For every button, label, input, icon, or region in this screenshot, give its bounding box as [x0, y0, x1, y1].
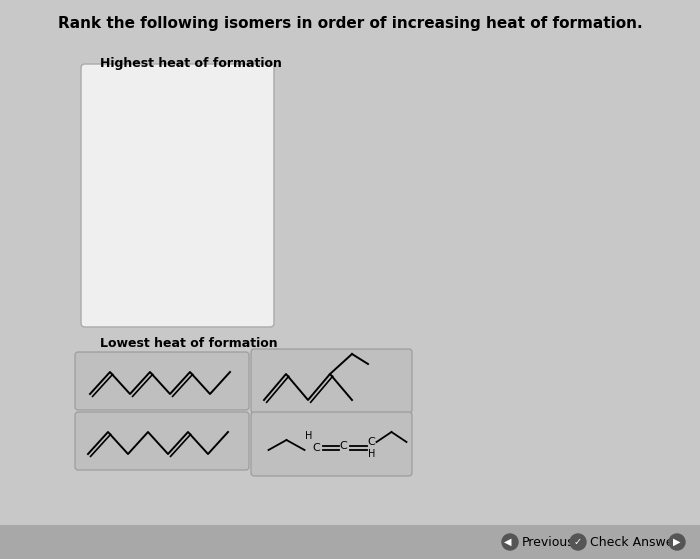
Text: Rank the following isomers in order of increasing heat of formation.: Rank the following isomers in order of i… [57, 16, 643, 31]
Text: H: H [368, 449, 375, 459]
FancyBboxPatch shape [251, 412, 412, 476]
FancyBboxPatch shape [75, 352, 249, 410]
Text: C: C [368, 437, 375, 447]
Text: ▶: ▶ [673, 537, 680, 547]
Circle shape [502, 534, 518, 550]
Circle shape [570, 534, 586, 550]
Text: ◀: ◀ [504, 537, 512, 547]
FancyBboxPatch shape [251, 349, 412, 413]
Text: Lowest heat of formation: Lowest heat of formation [100, 337, 278, 350]
Text: ✓: ✓ [574, 537, 582, 547]
Text: H: H [304, 431, 312, 441]
Text: Highest heat of formation: Highest heat of formation [100, 57, 282, 70]
FancyBboxPatch shape [81, 64, 274, 327]
Text: C: C [313, 443, 321, 453]
Bar [0, 525, 700, 559]
Circle shape [669, 534, 685, 550]
FancyBboxPatch shape [75, 412, 249, 470]
Text: Check Answer: Check Answer [590, 536, 678, 548]
Text: C: C [340, 441, 347, 451]
Text: Previous: Previous [522, 536, 575, 548]
